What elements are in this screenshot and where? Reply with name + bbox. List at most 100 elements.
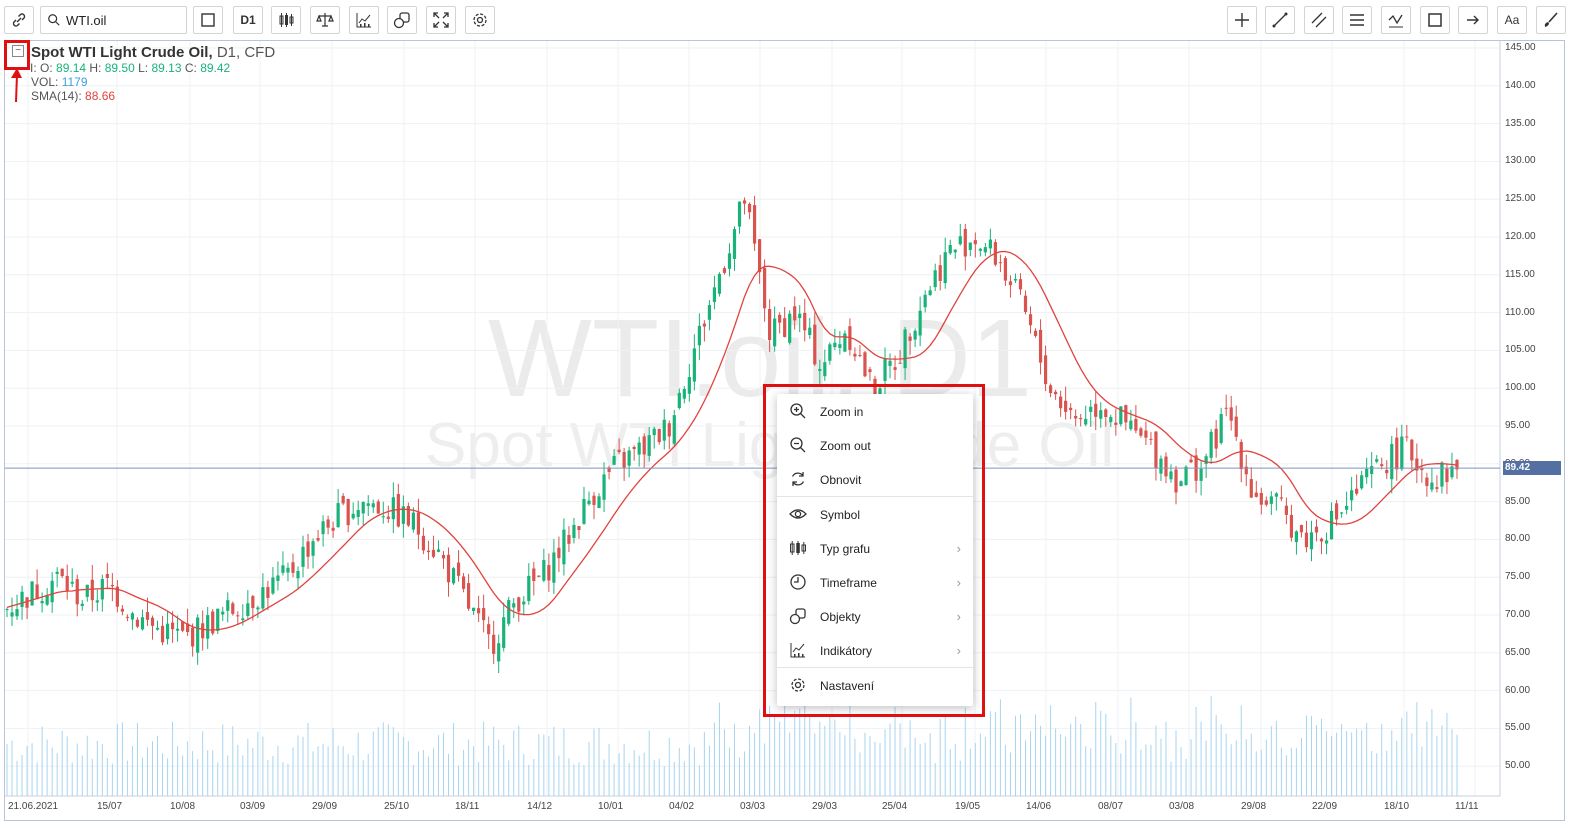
- last-price-label: 89.42: [1503, 461, 1561, 475]
- candle-body: [1209, 431, 1213, 458]
- layout-square-button[interactable]: [193, 6, 223, 34]
- price-tick-label: 55.00: [1505, 722, 1531, 734]
- candle-body: [1360, 475, 1364, 489]
- candle-body: [10, 612, 14, 617]
- date-tick-label: 19/05: [955, 801, 981, 812]
- gear-icon: [791, 678, 805, 692]
- candle-body: [301, 546, 305, 567]
- date-tick-label: 08/07: [1098, 801, 1124, 812]
- candle-body: [1249, 479, 1253, 498]
- candle-body: [938, 265, 942, 281]
- candle-body: [1219, 413, 1223, 443]
- fibonacci-tool-button[interactable]: [1342, 6, 1372, 34]
- menu-item-timeframe[interactable]: Timeframe ›: [777, 565, 973, 599]
- menu-separator: [777, 667, 973, 668]
- menu-item-settings[interactable]: Nastavení: [777, 668, 973, 702]
- date-tick-label: 03/03: [740, 801, 766, 812]
- candle-body: [577, 526, 581, 530]
- candle-body: [667, 423, 671, 437]
- candle-body: [823, 362, 827, 377]
- candle-body: [933, 270, 937, 288]
- candle-body: [1380, 464, 1384, 467]
- channel-tool-button[interactable]: [1304, 6, 1334, 34]
- candle-body: [1339, 512, 1344, 514]
- candle-body: [1214, 428, 1218, 449]
- settings-button[interactable]: [465, 6, 495, 34]
- candle-body: [747, 203, 752, 213]
- chart-type-button[interactable]: [271, 6, 301, 34]
- candle-body: [1079, 418, 1083, 420]
- symbol-search-input[interactable]: WTI.oil: [40, 6, 187, 34]
- candle-body: [20, 591, 24, 608]
- candle-body: [597, 496, 601, 509]
- candle-body: [492, 634, 496, 654]
- date-tick-label: 25/10: [384, 801, 410, 812]
- candle-body: [1289, 514, 1294, 538]
- candle-body: [763, 267, 767, 309]
- candle-body: [1224, 407, 1228, 409]
- date-tick-label: 03/08: [1169, 801, 1195, 812]
- menu-item-chart-type[interactable]: Typ grafu ›: [777, 531, 973, 565]
- candle-body: [35, 584, 39, 600]
- candle-body: [1174, 469, 1178, 493]
- brush-tool-button[interactable]: [1536, 6, 1566, 34]
- crosshair-tool-button[interactable]: [1227, 6, 1257, 34]
- candle-body: [431, 549, 436, 557]
- compare-button[interactable]: [310, 6, 340, 34]
- candle-body: [712, 287, 717, 303]
- candle-body: [296, 570, 300, 579]
- menu-item-objects[interactable]: Objekty ›: [777, 599, 973, 633]
- candle-body: [1099, 410, 1103, 419]
- indicators-button[interactable]: [349, 6, 379, 34]
- price-tick-label: 135.00: [1505, 117, 1536, 129]
- candle-body: [1420, 468, 1424, 471]
- candle-body: [65, 575, 69, 591]
- menu-item-symbol[interactable]: Symbol: [777, 497, 973, 531]
- menu-label: Indikátory: [820, 644, 873, 658]
- menu-item-refresh[interactable]: Obnovit: [777, 462, 973, 496]
- rectangle-tool-button[interactable]: [1420, 6, 1450, 34]
- menu-item-indicators[interactable]: Indikátory ›: [777, 633, 973, 667]
- candle-body: [451, 568, 456, 584]
- candle-body: [441, 554, 446, 559]
- candle-body: [75, 579, 79, 605]
- menu-label: Obnovit: [820, 473, 862, 487]
- date-tick-label: 22/09: [1312, 801, 1338, 812]
- price-tick-label: 75.00: [1505, 571, 1531, 583]
- candle-body: [1013, 279, 1018, 281]
- date-tick-label: 14/12: [527, 801, 553, 812]
- sma-value: 88.66: [85, 89, 116, 103]
- price-tick-label: 120.00: [1505, 231, 1536, 242]
- candle-body: [411, 512, 415, 530]
- timeframe-button[interactable]: D1: [233, 6, 263, 34]
- candle-body: [707, 305, 712, 320]
- pattern-tool-button[interactable]: [1381, 6, 1411, 34]
- ohlc-open-label: I: O:: [30, 61, 53, 75]
- candle-body: [1184, 466, 1188, 485]
- date-tick-label: 04/02: [669, 801, 695, 812]
- candle-body: [998, 262, 1003, 264]
- chart-area[interactable]: [4, 40, 1565, 821]
- menu-label: Typ grafu: [820, 542, 871, 556]
- candle-body: [5, 609, 9, 611]
- candle-body: [281, 565, 285, 573]
- menu-item-zoom-out[interactable]: Zoom out: [777, 428, 973, 462]
- candle-body: [446, 554, 451, 583]
- candle-body: [1084, 418, 1088, 425]
- fullscreen-button[interactable]: [426, 6, 456, 34]
- candle-body: [833, 342, 837, 348]
- candle-body: [657, 428, 661, 443]
- text-tool-button[interactable]: Aa: [1497, 6, 1527, 34]
- objects-button[interactable]: [387, 6, 417, 34]
- candle-body: [15, 609, 19, 617]
- menu-item-zoom-in[interactable]: Zoom in: [777, 394, 973, 428]
- date-tick-label: 25/04: [882, 801, 908, 812]
- link-icon[interactable]: [4, 6, 34, 34]
- arrow-tool-button[interactable]: [1458, 6, 1488, 34]
- trendline-tool-button[interactable]: [1265, 6, 1295, 34]
- price-tick-label: 65.00: [1505, 646, 1531, 658]
- collapse-legend-button[interactable]: −: [12, 45, 24, 57]
- ohlc-close-label: C:: [184, 61, 197, 75]
- candle-body: [165, 623, 170, 640]
- sma-legend: SMA(14): 88.66: [31, 89, 115, 103]
